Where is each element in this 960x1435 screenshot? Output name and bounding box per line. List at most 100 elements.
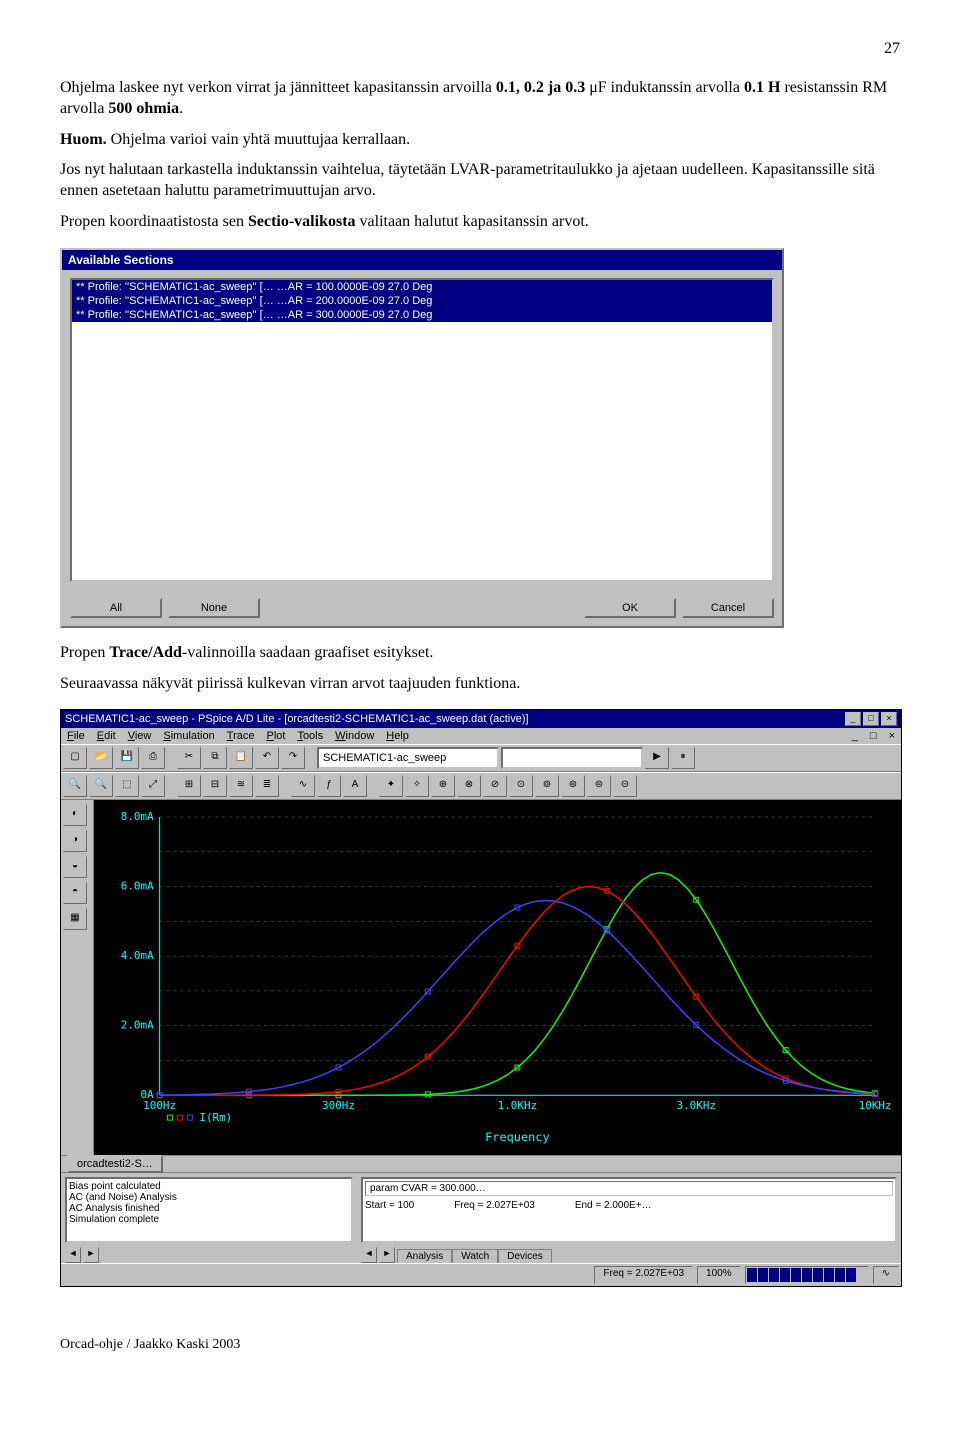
minimize-button[interactable]: _ <box>845 712 861 726</box>
maximize-button[interactable]: □ <box>863 712 879 726</box>
menu-edit[interactable]: Edit <box>97 730 116 742</box>
eval-icon[interactable]: ƒ <box>317 775 341 797</box>
fft-icon[interactable]: ≋ <box>229 775 253 797</box>
side-icon-4[interactable]: ◓ <box>63 882 87 904</box>
status-wave-icon: ∿ <box>873 1266 899 1284</box>
side-icon-5[interactable]: ▦ <box>63 908 87 930</box>
tab-devices[interactable]: Devices <box>498 1249 552 1263</box>
frequency-chart: 0A2.0mA4.0mA6.0mA8.0mA100Hz300Hz1.0KHz3.… <box>100 806 895 1146</box>
tab-analysis[interactable]: Analysis <box>397 1249 452 1263</box>
side-icon-2[interactable]: ◑ <box>63 830 87 852</box>
zoom-fit-icon[interactable]: ⤢ <box>141 775 165 797</box>
text-icon[interactable]: A <box>343 775 367 797</box>
list-item[interactable]: ** Profile: ''SCHEMATIC1-ac_sweep'' [… …… <box>72 308 772 322</box>
para-5: Propen Trace/Add-valinnoilla saadaan gra… <box>60 643 900 664</box>
titlebar: SCHEMATIC1-ac_sweep - PSpice A/D Lite - … <box>61 710 901 728</box>
cursor-icon[interactable]: ⊕ <box>431 775 455 797</box>
svg-text:10KHz: 10KHz <box>859 1100 892 1113</box>
menu-file[interactable]: File <box>67 730 85 742</box>
all-button[interactable]: All <box>70 598 162 618</box>
cancel-button[interactable]: Cancel <box>682 598 774 618</box>
marker2-icon[interactable]: ✧ <box>405 775 429 797</box>
para-huom: Huom. Ohjelma varioi vain yhtä muuttujaa… <box>60 130 900 151</box>
list-item[interactable]: ** Profile: ''SCHEMATIC1-ac_sweep'' [… …… <box>72 280 772 294</box>
scroll-left-icon[interactable]: ◄ <box>65 1247 81 1263</box>
para-3: Jos nyt halutaan tarkastella induktanssi… <box>60 160 900 202</box>
redo-icon[interactable]: ↷ <box>281 747 305 769</box>
menubar[interactable]: File Edit View Simulation Trace Plot Too… <box>61 728 901 744</box>
open-icon[interactable]: 📂 <box>89 747 113 769</box>
copy-icon[interactable]: ⧉ <box>203 747 227 769</box>
menu-tools[interactable]: Tools <box>297 730 323 742</box>
cut-icon[interactable]: ✂ <box>177 747 201 769</box>
list-item[interactable]: ** Profile: ''SCHEMATIC1-ac_sweep'' [… …… <box>72 294 772 308</box>
ok-button[interactable]: OK <box>584 598 676 618</box>
cursor7-icon[interactable]: ⊜ <box>587 775 611 797</box>
close-button[interactable]: × <box>881 712 897 726</box>
cursor5-icon[interactable]: ⊚ <box>535 775 559 797</box>
empty-field[interactable] <box>501 747 643 769</box>
side-icon-3[interactable]: ◒ <box>63 856 87 878</box>
profile-combo[interactable]: SCHEMATIC1-ac_sweep <box>317 747 499 769</box>
document-tab[interactable]: orcadtesti2-S… <box>67 1155 163 1173</box>
pause-icon[interactable]: ⏸ <box>671 747 695 769</box>
para-1: Ohjelma laskee nyt verkon virrat ja jänn… <box>60 78 900 120</box>
svg-text:1.0KHz: 1.0KHz <box>498 1100 537 1113</box>
side-icon-1[interactable]: ◐ <box>63 804 87 826</box>
svg-text:3.0KHz: 3.0KHz <box>677 1100 716 1113</box>
none-button[interactable]: None <box>168 598 260 618</box>
param-panel: param CVAR = 300.000… Start = 100 Freq =… <box>361 1177 897 1243</box>
run-icon[interactable]: ▶ <box>645 747 669 769</box>
menu-window[interactable]: Window <box>335 730 374 742</box>
chart-area[interactable]: 0A2.0mA4.0mA6.0mA8.0mA100Hz300Hz1.0KHz3.… <box>94 800 901 1155</box>
cursor6-icon[interactable]: ⊛ <box>561 775 585 797</box>
paste-icon[interactable]: 📋 <box>229 747 253 769</box>
toolbar-1: ▢ 📂 💾 ⎙ ✂ ⧉ 📋 ↶ ↷ SCHEMATIC1-ac_sweep ▶ … <box>61 744 901 772</box>
svg-text:Frequency: Frequency <box>485 1130 550 1144</box>
dialog-title: Available Sections <box>62 250 782 270</box>
status-percent: 100% <box>697 1266 741 1284</box>
new-icon[interactable]: ▢ <box>63 747 87 769</box>
menu-view[interactable]: View <box>128 730 152 742</box>
marker-icon[interactable]: ✦ <box>379 775 403 797</box>
menu-trace[interactable]: Trace <box>227 730 255 742</box>
svg-text:2.0mA: 2.0mA <box>121 1019 154 1032</box>
cursor8-icon[interactable]: ⊝ <box>613 775 637 797</box>
svg-text:4.0mA: 4.0mA <box>121 949 154 962</box>
cursor4-icon[interactable]: ⊙ <box>509 775 533 797</box>
menu-plot[interactable]: Plot <box>266 730 285 742</box>
child-minimize-button[interactable]: _ <box>852 730 858 742</box>
svg-text:100Hz: 100Hz <box>143 1100 176 1113</box>
status-freq: Freq = 2.027E+03 <box>594 1266 693 1284</box>
scroll-right-icon[interactable]: ► <box>83 1247 99 1263</box>
print-icon[interactable]: ⎙ <box>141 747 165 769</box>
log-y-icon[interactable]: ⊟ <box>203 775 227 797</box>
tab-right-icon[interactable]: ► <box>379 1247 395 1263</box>
tab-watch[interactable]: Watch <box>452 1249 498 1263</box>
footer: Orcad-ohje / Jaakko Kaski 2003 <box>60 1337 900 1353</box>
para-6: Seuraavassa näkyvät piirissä kulkevan vi… <box>60 674 900 695</box>
undo-icon[interactable]: ↶ <box>255 747 279 769</box>
tab-left-icon[interactable]: ◄ <box>361 1247 377 1263</box>
svg-text:6.0mA: 6.0mA <box>121 880 154 893</box>
zoom-in-icon[interactable]: 🔍 <box>63 775 87 797</box>
toolbar-2: 🔍 🔍 ⬚ ⤢ ⊞ ⊟ ≋ ≣ ∿ ƒ A ✦ ✧ ⊕ ⊗ ⊘ ⊙ ⊚ ⊛ ⊜ … <box>61 772 901 800</box>
menu-help[interactable]: Help <box>386 730 409 742</box>
statusbar: Freq = 2.027E+03 100% ∿ <box>61 1263 901 1286</box>
menu-simulation[interactable]: Simulation <box>163 730 214 742</box>
save-icon[interactable]: 💾 <box>115 747 139 769</box>
sections-listbox[interactable]: ** Profile: ''SCHEMATIC1-ac_sweep'' [… …… <box>70 278 774 582</box>
child-close-button[interactable]: × <box>889 730 895 742</box>
cursor2-icon[interactable]: ⊗ <box>457 775 481 797</box>
cursor3-icon[interactable]: ⊘ <box>483 775 507 797</box>
perf-icon[interactable]: ≣ <box>255 775 279 797</box>
zoom-out-icon[interactable]: 🔍 <box>89 775 113 797</box>
trace-icon[interactable]: ∿ <box>291 775 315 797</box>
log-x-icon[interactable]: ⊞ <box>177 775 201 797</box>
zoom-area-icon[interactable]: ⬚ <box>115 775 139 797</box>
pspice-window: SCHEMATIC1-ac_sweep - PSpice A/D Lite - … <box>60 709 902 1287</box>
svg-text:I(Rm): I(Rm) <box>199 1111 232 1124</box>
child-maximize-button[interactable]: □ <box>870 730 877 742</box>
side-toolbar: ◐ ◑ ◒ ◓ ▦ <box>61 800 94 1155</box>
svg-text:300Hz: 300Hz <box>322 1100 355 1113</box>
